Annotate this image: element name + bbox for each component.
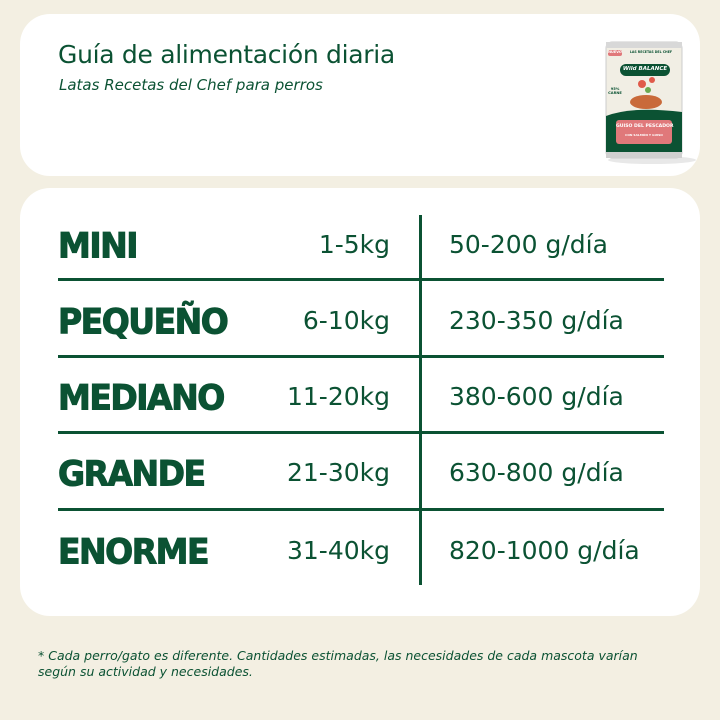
product-can-image: NUEVO LAS RECETAS DEL CHEF Wild BALANCE … <box>592 36 700 166</box>
size-label: MINI <box>57 224 139 266</box>
weight-range: 31-40kg <box>287 536 390 565</box>
page-title: Guía de alimentación diaria <box>58 40 395 69</box>
can-graphic <box>605 41 696 164</box>
can-claim: 95% CARNE <box>608 87 622 95</box>
row-divider <box>58 508 664 511</box>
row-divider <box>58 278 664 281</box>
table-row: ENORME 31-40kg 820-1000 g/día <box>20 528 700 578</box>
can-tagline: LAS RECETAS DEL CHEF <box>629 50 673 54</box>
footnote: * Cada perro/gato es diferente. Cantidad… <box>38 648 638 679</box>
table-row: PEQUEÑO 6-10kg 230-350 g/día <box>20 298 700 348</box>
can-detail: CON SALMÓN Y GUISO <box>625 133 663 137</box>
page-subtitle: Latas Recetas del Chef para perros <box>59 76 323 94</box>
daily-portion: 820-1000 g/día <box>449 536 640 565</box>
size-label: PEQUEÑO <box>57 300 229 342</box>
can-recipe: GUISO DEL PESCADOR <box>616 124 674 129</box>
size-label: MEDIANO <box>58 376 226 418</box>
can-brand: Wild BALANCE <box>622 66 668 72</box>
daily-portion: 50-200 g/día <box>449 230 608 259</box>
daily-portion: 630-800 g/día <box>449 458 624 487</box>
table-row: GRANDE 21-30kg 630-800 g/día <box>20 450 700 500</box>
row-divider <box>58 431 664 434</box>
column-divider <box>419 215 422 585</box>
header-card: Guía de alimentación diaria Latas Receta… <box>20 14 700 176</box>
weight-range: 11-20kg <box>287 382 390 411</box>
daily-portion: 230-350 g/día <box>449 306 624 335</box>
weight-range: 6-10kg <box>302 306 390 335</box>
feeding-table: MINI 1-5kg 50-200 g/día PEQUEÑO 6-10kg 2… <box>20 188 700 616</box>
size-label: GRANDE <box>58 452 207 494</box>
table-row: MINI 1-5kg 50-200 g/día <box>20 222 700 272</box>
can-badge: NUEVO <box>608 50 622 54</box>
weight-range: 1-5kg <box>318 230 390 259</box>
daily-portion: 380-600 g/día <box>449 382 624 411</box>
row-divider <box>58 355 664 358</box>
weight-range: 21-30kg <box>287 458 390 487</box>
size-label: ENORME <box>57 531 210 573</box>
table-row: MEDIANO 11-20kg 380-600 g/día <box>20 374 700 424</box>
